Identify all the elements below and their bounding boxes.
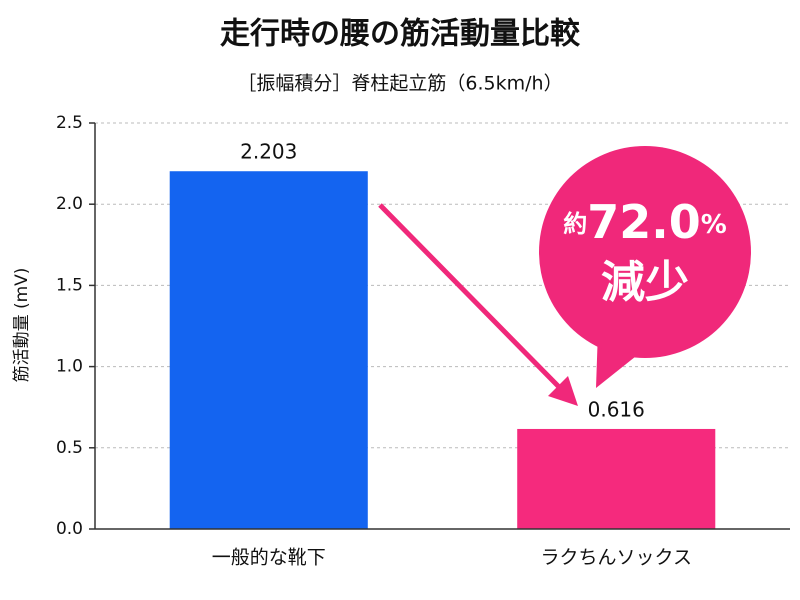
chart-title: 走行時の腰の筋活動量比較 (220, 17, 581, 52)
callout: 約72.0% 減少 (539, 146, 751, 388)
value-label: 2.203 (240, 140, 297, 164)
x-tick-label: 一般的な靴下 (212, 547, 326, 569)
bar (169, 171, 368, 530)
x-tick-label: ラクちんソックス (541, 547, 692, 569)
callout-text: 減少 (601, 257, 689, 308)
callout-unit: % (701, 210, 727, 240)
value-label: 0.616 (588, 397, 645, 421)
bar (517, 428, 716, 529)
callout-prefix: 約 (563, 210, 587, 238)
y-tick-label: 2.5 (56, 113, 83, 133)
y-tick-label: 1.5 (56, 275, 83, 295)
y-tick-label: 0.0 (56, 519, 83, 539)
y-tick-label: 0.5 (56, 438, 83, 458)
arrow-shaft (378, 203, 562, 390)
arrow-head (548, 376, 578, 406)
y-tick-label: 2.0 (56, 194, 83, 214)
y-axis-label: 筋活動量 (mV) (12, 268, 32, 383)
callout-number: 72.0 (587, 195, 701, 249)
callout-line1: 約72.0% (563, 195, 727, 249)
arrow (378, 203, 578, 406)
chart-subtitle: ［振幅積分］脊柱起立筋（6.5km/h） (237, 73, 562, 95)
callout-bubble (539, 146, 751, 358)
y-tick-label: 1.0 (56, 357, 83, 377)
